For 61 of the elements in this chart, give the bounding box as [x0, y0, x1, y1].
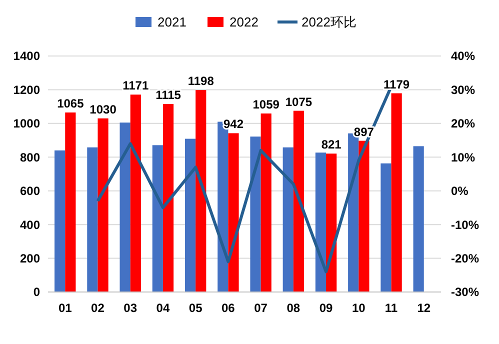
- bar: [120, 122, 130, 292]
- bar: [250, 136, 261, 292]
- y2-tick-label: -30%: [451, 285, 480, 300]
- bar: [130, 94, 141, 292]
- x-tick-label: 04: [156, 301, 170, 315]
- y2-tick-label: 40%: [451, 49, 476, 64]
- bar: [162, 104, 174, 292]
- bar: [413, 146, 424, 292]
- x-tick-label: 02: [91, 301, 105, 315]
- y-tick-label: 1400: [13, 49, 40, 64]
- x-tick-label: 10: [352, 301, 366, 315]
- bar: [54, 150, 66, 292]
- bar: [184, 138, 196, 292]
- data-label: 1171: [122, 78, 149, 93]
- legend-label: 2022环比: [302, 14, 356, 30]
- bar: [87, 147, 98, 292]
- bar: [282, 147, 294, 292]
- legend-label: 2021: [158, 14, 186, 30]
- bar: [326, 154, 337, 292]
- y-tick-label: 200: [20, 251, 40, 266]
- x-tick-label: 12: [417, 301, 431, 315]
- x-tick-label: 05: [188, 301, 203, 315]
- bar: [65, 112, 76, 292]
- x-tick-label: 03: [124, 301, 138, 315]
- bar: [315, 152, 326, 292]
- y2-tick-label: 10%: [451, 150, 476, 164]
- x-tick-label: 09: [319, 301, 334, 315]
- bar: [358, 140, 370, 292]
- bar: [293, 110, 304, 292]
- legend-label: 2022: [230, 14, 258, 30]
- data-label: 821: [321, 138, 342, 152]
- bar: [391, 93, 402, 292]
- y-tick-label: 600: [20, 184, 40, 198]
- y2-tick-label: 30%: [451, 82, 476, 97]
- y-tick-label: 1000: [13, 116, 40, 131]
- bar: [152, 145, 163, 292]
- x-tick-label: 11: [384, 301, 398, 315]
- bar: [196, 90, 206, 292]
- bar: [260, 113, 272, 292]
- x-tick-label: 08: [286, 301, 300, 315]
- data-label: 1179: [384, 77, 410, 92]
- y2-tick-label: 20%: [451, 116, 476, 131]
- y2-tick-label: -10%: [451, 218, 480, 232]
- data-label: 1198: [188, 74, 214, 88]
- bar: [380, 163, 392, 292]
- bar: [228, 133, 239, 292]
- data-label: 1059: [252, 97, 280, 112]
- y2-tick-label: -20%: [451, 251, 480, 266]
- y-tick-label: 0: [33, 285, 40, 300]
- y-tick-label: 800: [20, 150, 40, 164]
- y2-tick-label: 0%: [451, 184, 469, 198]
- x-tick-label: 07: [254, 301, 268, 315]
- x-tick-label: 06: [222, 301, 236, 315]
- data-label: 1030: [90, 102, 117, 116]
- y-tick-label: 400: [20, 218, 40, 232]
- data-label: 1115: [156, 88, 182, 102]
- x-tick-label: 01: [58, 301, 72, 315]
- data-label: 1075: [285, 94, 312, 109]
- y-tick-label: 1200: [13, 82, 40, 97]
- bar: [98, 118, 108, 292]
- data-label: 1065: [57, 96, 84, 110]
